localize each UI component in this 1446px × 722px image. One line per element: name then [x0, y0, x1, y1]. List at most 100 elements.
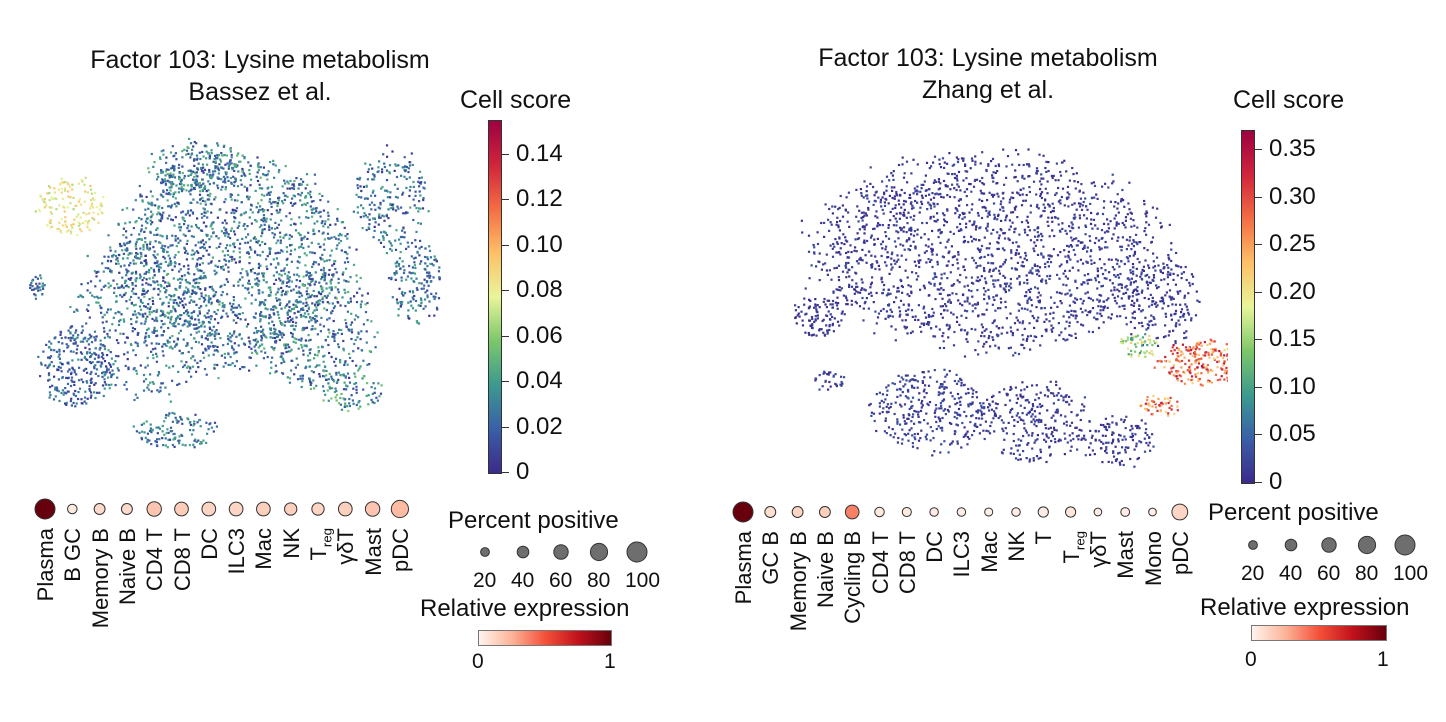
tsne-point — [84, 390, 87, 393]
tsne-point — [418, 254, 421, 257]
tsne-point — [236, 238, 239, 242]
tsne-point — [307, 192, 310, 195]
tsne-point — [286, 195, 289, 198]
tsne-point — [879, 309, 883, 312]
tsne-point — [115, 339, 119, 342]
tsne-point — [127, 253, 130, 256]
tsne-point — [1168, 223, 1171, 226]
tsne-point — [182, 265, 186, 268]
tsne-point — [236, 154, 239, 157]
tsne-point — [396, 260, 399, 263]
tsne-point — [211, 170, 215, 173]
tsne-point — [97, 221, 100, 224]
tsne-point — [75, 348, 79, 351]
tsne-point — [1010, 249, 1013, 252]
tsne-point — [41, 282, 44, 285]
tsne-point — [166, 217, 169, 220]
tsne-point — [325, 378, 328, 381]
tsne-point — [93, 270, 96, 273]
tsne-point — [1091, 227, 1094, 230]
tsne-point — [1128, 239, 1131, 242]
tsne-point — [330, 286, 333, 289]
tsne-point — [207, 316, 210, 319]
tsne-point — [966, 204, 969, 207]
tsne-point — [199, 190, 202, 193]
tsne-point — [233, 364, 237, 368]
tsne-point — [325, 259, 328, 262]
tsne-point — [1075, 314, 1078, 318]
tsne-point — [186, 366, 189, 369]
tsne-point — [103, 330, 106, 333]
tsne-point — [855, 260, 859, 263]
tsne-point — [962, 241, 965, 244]
tsne-point — [262, 301, 266, 304]
tsne-point — [189, 316, 192, 319]
tsne-point — [233, 258, 236, 261]
tsne-point — [295, 316, 298, 319]
tsne-point — [105, 367, 108, 370]
tsne-point — [965, 195, 968, 198]
tsne-point — [156, 432, 159, 435]
tsne-point — [233, 216, 236, 219]
tsne-point — [256, 340, 259, 343]
tsne-point — [210, 235, 213, 238]
tsne-point — [182, 293, 185, 296]
tsne-point — [187, 365, 190, 368]
tsne-point — [1093, 316, 1096, 319]
tsne-point — [276, 211, 279, 214]
tsne-point — [161, 171, 164, 174]
tsne-point — [1062, 272, 1065, 275]
tsne-point — [83, 368, 86, 371]
tsne-point — [1028, 175, 1031, 178]
tsne-point — [209, 225, 212, 228]
tsne-point — [143, 259, 146, 263]
tsne-point — [229, 355, 232, 359]
tsne-point — [40, 277, 43, 280]
tsne-point — [109, 260, 113, 263]
tsne-point — [189, 367, 192, 370]
tsne-point — [860, 211, 863, 214]
tsne-point — [301, 203, 304, 207]
tsne-point — [81, 222, 85, 225]
tsne-point — [1051, 220, 1054, 223]
tsne-point — [176, 337, 179, 340]
tsne-point — [944, 246, 947, 249]
tsne-point — [383, 162, 386, 165]
tsne-point — [177, 237, 180, 240]
tsne-point — [923, 233, 926, 236]
tsne-point — [207, 151, 210, 154]
tsne-point — [89, 381, 93, 384]
tsne-point — [51, 384, 54, 387]
tsne-point — [326, 389, 329, 392]
tsne-point — [423, 181, 426, 184]
tsne-point — [351, 399, 354, 402]
tsne-point — [917, 304, 920, 307]
tsne-point — [124, 248, 127, 251]
tsne-point — [139, 308, 143, 311]
tsne-point — [984, 290, 987, 293]
tsne-point — [220, 354, 223, 357]
tsne-point — [433, 297, 436, 301]
tsne-point — [300, 239, 303, 242]
tsne-point — [227, 260, 231, 263]
tsne-point — [156, 227, 159, 230]
tsne-point — [197, 227, 200, 230]
tsne-point — [313, 212, 316, 215]
tsne-point — [950, 311, 953, 314]
tsne-point — [167, 246, 170, 249]
tsne-point — [199, 269, 202, 272]
tsne-point — [929, 217, 932, 220]
tsne-point — [119, 294, 122, 297]
tsne-point — [192, 253, 196, 256]
tsne-point — [183, 312, 186, 315]
tsne-point — [835, 223, 838, 226]
tsne-point — [127, 277, 130, 280]
tsne-point — [206, 338, 209, 341]
tsne-point — [885, 189, 888, 192]
tsne-point — [1014, 149, 1018, 152]
tsne-point — [176, 421, 179, 424]
tsne-point — [216, 309, 219, 312]
tsne-point — [171, 443, 174, 447]
tsne-point — [173, 265, 176, 268]
tsne-point — [1113, 274, 1116, 277]
